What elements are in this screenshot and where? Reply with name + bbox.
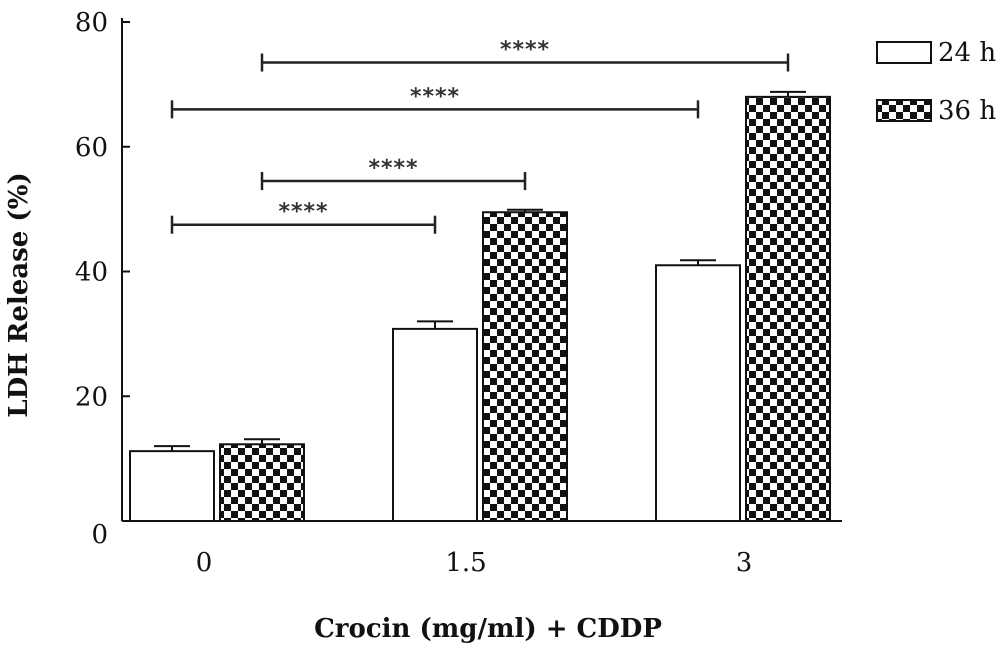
- y-axis: 0 20 40 60 80: [75, 8, 130, 550]
- significance-layer: **** **** **** ****: [170, 38, 790, 234]
- y-tick-label: 40: [75, 258, 108, 288]
- significance-label: ****: [500, 38, 550, 63]
- significance-label: ****: [410, 84, 460, 109]
- x-tick-label: 3: [736, 548, 753, 578]
- x-axis: 0 1.5 3: [122, 520, 842, 578]
- bar: [129, 450, 215, 523]
- bar: [392, 327, 478, 523]
- legend-swatch: [876, 99, 932, 122]
- y-tick-label: 20: [75, 382, 108, 412]
- y-tick-label: 0: [91, 520, 108, 550]
- bar: [655, 264, 741, 523]
- significance-bracket: ****: [170, 84, 700, 119]
- significance-label: ****: [368, 156, 418, 181]
- legend: 24 h 36 h: [876, 38, 996, 126]
- bars-layer: [129, 90, 831, 523]
- legend-label: 24 h: [938, 38, 996, 68]
- bar: [745, 95, 831, 522]
- significance-bracket: ****: [260, 156, 527, 191]
- bar: [482, 211, 568, 522]
- significance-bracket: ****: [170, 200, 437, 234]
- bar: [219, 443, 305, 522]
- x-tick-label: 1.5: [445, 548, 486, 578]
- y-axis-title: LDH Release (%): [4, 172, 34, 417]
- legend-swatch: [876, 41, 932, 64]
- legend-label: 36 h: [938, 96, 996, 126]
- y-tick-label: 60: [75, 133, 108, 163]
- significance-bracket: ****: [260, 38, 790, 72]
- x-axis-title: Crocin (mg/ml) + CDDP: [314, 614, 662, 644]
- y-tick-label: 80: [75, 8, 108, 38]
- x-tick-label: 0: [196, 548, 213, 578]
- significance-label: ****: [278, 200, 328, 225]
